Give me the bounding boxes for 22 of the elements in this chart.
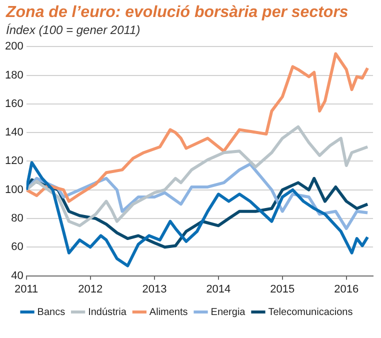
- y-tick-label: 160: [4, 98, 24, 110]
- y-tick-label: 120: [4, 155, 24, 168]
- y-tick-label: 200: [4, 40, 24, 53]
- chart-title: Zona de l’euro: evolució borsària per sectors: [6, 4, 350, 22]
- x-tick-label: 2014: [206, 283, 231, 296]
- y-tick-label: 140: [4, 126, 24, 139]
- x-tick-label: 2011: [14, 283, 38, 296]
- x-tick-label: 2013: [142, 283, 167, 296]
- legend-label: Energia: [210, 306, 246, 318]
- y-tick-label: 100: [4, 184, 24, 196]
- chart-subtitle: Índex (100 = gener 2011): [6, 23, 142, 37]
- legend-label: Telecomunicacions: [268, 306, 353, 318]
- x-tick-label: 2012: [78, 283, 103, 296]
- x-tick-label: 2015: [270, 283, 295, 296]
- legend-label: Bancs: [37, 306, 66, 318]
- x-tick-label: 2016: [334, 283, 359, 296]
- legend-label: Aliments: [149, 306, 188, 318]
- y-tick-label: 180: [4, 69, 24, 82]
- legend-label: Indústria: [88, 306, 127, 318]
- y-tick-label: 40: [11, 270, 24, 282]
- y-tick-label: 80: [11, 212, 24, 225]
- y-tick-label: 60: [11, 241, 24, 254]
